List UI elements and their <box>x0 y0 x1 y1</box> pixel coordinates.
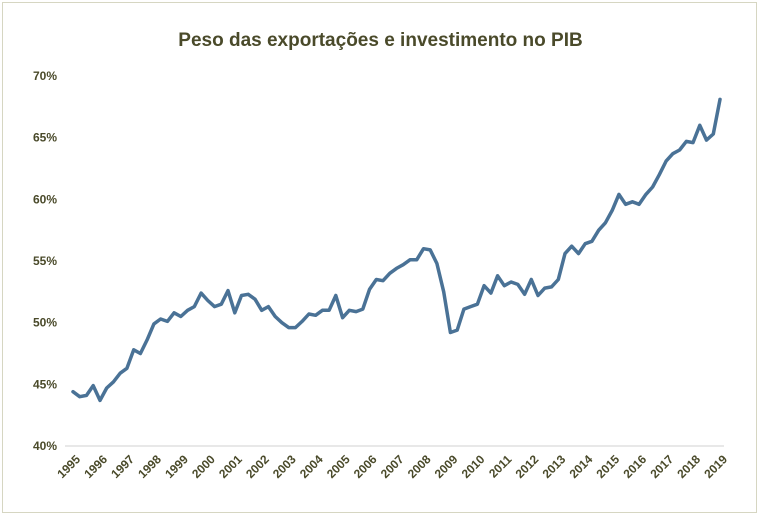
chart-title: Peso das exportações e investimento no P… <box>178 30 583 51</box>
x-tick-label: 2012 <box>513 452 542 481</box>
series-layer <box>71 97 722 403</box>
x-tick-label: 2018 <box>674 452 703 481</box>
x-tick-label: 2009 <box>432 452 461 481</box>
y-tick-label: 65% <box>33 131 57 145</box>
y-axis: 40% 45% 50% 55% 60% 65% 70% <box>33 69 57 453</box>
x-tick-label: 2017 <box>647 452 676 481</box>
x-tick-label: 2008 <box>405 452 434 481</box>
x-tick-label: 2004 <box>297 452 326 481</box>
x-tick-label: 2007 <box>378 452 407 481</box>
x-tick-label: 1998 <box>135 452 164 481</box>
x-tick-label: 2011 <box>486 452 515 481</box>
y-tick-label: 40% <box>33 439 57 453</box>
y-tick-label: 45% <box>33 377 57 391</box>
x-tick-label: 2005 <box>324 452 353 481</box>
x-tick-label: 2001 <box>216 452 245 481</box>
y-tick-label: 55% <box>33 254 57 268</box>
x-tick-label: 2003 <box>270 452 299 481</box>
y-tick-label: 60% <box>33 192 57 206</box>
x-axis: 1995199619971998199920002001200220032004… <box>54 445 730 481</box>
x-tick-label: 2006 <box>351 452 380 481</box>
series-line <box>71 97 722 403</box>
x-tick-label: 1999 <box>162 452 191 481</box>
x-tick-label: 1995 <box>54 452 83 481</box>
x-tick-label: 2013 <box>540 452 569 481</box>
x-tick-label: 2002 <box>243 452 272 481</box>
x-tick-label: 2014 <box>567 452 596 481</box>
x-tick-label: 2015 <box>594 452 623 481</box>
x-tick-label: 2016 <box>620 452 649 481</box>
y-tick-label: 50% <box>33 316 57 330</box>
x-tick-label: 2000 <box>189 452 218 481</box>
x-tick-label: 1996 <box>81 452 110 481</box>
x-tick-label: 2010 <box>459 452 488 481</box>
x-tick-label: 2019 <box>701 452 730 481</box>
y-tick-label: 70% <box>33 69 57 83</box>
x-tick-label: 1997 <box>108 452 137 481</box>
